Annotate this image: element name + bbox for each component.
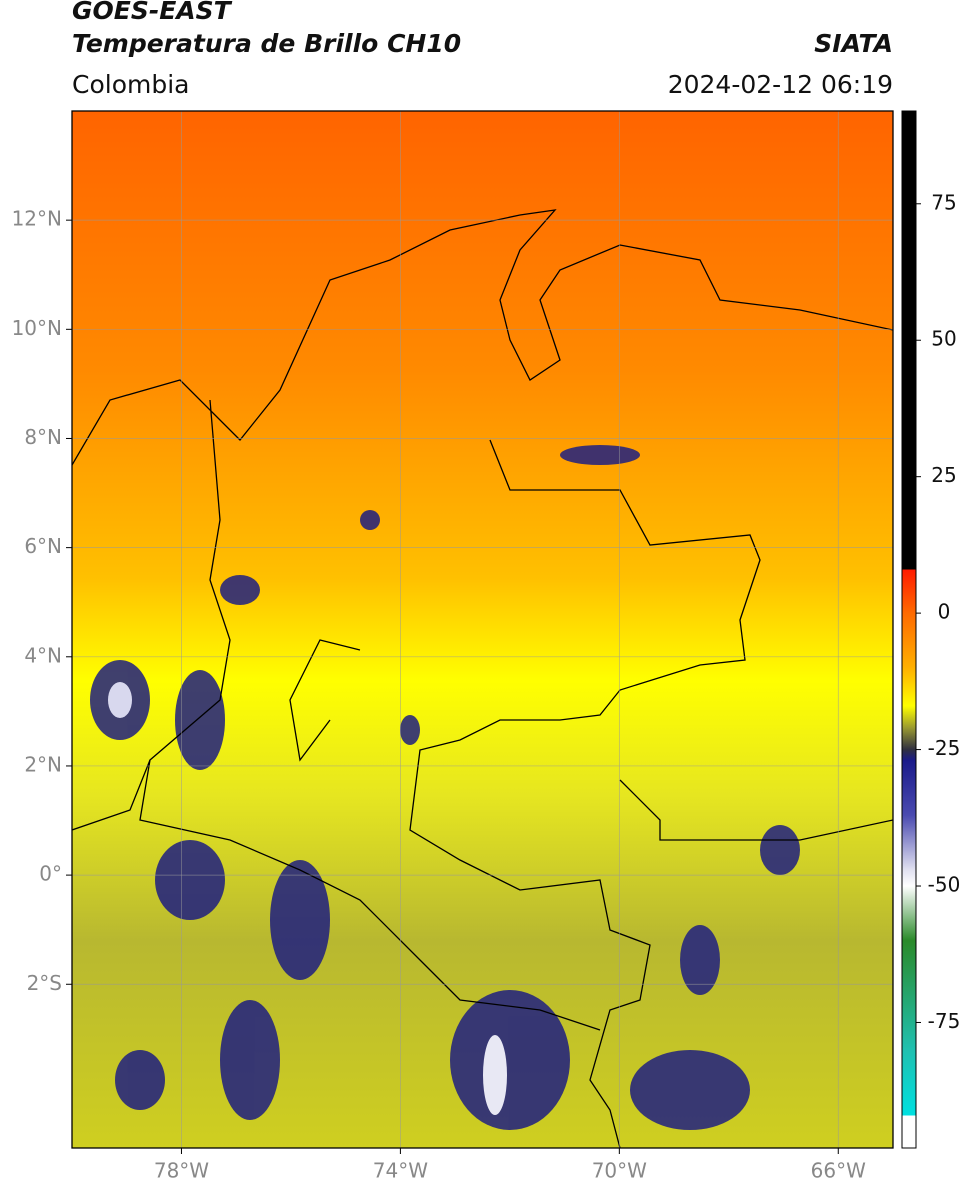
y-tick-label: 2°N — [24, 752, 62, 776]
x-tick-label: 74°W — [373, 1159, 428, 1183]
map-frame — [71, 110, 894, 1149]
y-tick-label: 10°N — [12, 316, 62, 340]
colorbar-tick-label: 50 — [931, 327, 956, 351]
colorbar-tick-label: 25 — [931, 463, 956, 487]
title: GOES-EAST — [72, 0, 233, 25]
y-tick-label: 12°N — [12, 207, 62, 231]
datetime: 2024-02-12 06:19 — [668, 70, 893, 99]
colorbar-tick-label: 0 — [938, 600, 951, 624]
x-tick-label: 78°W — [154, 1159, 209, 1183]
source: SIATA — [814, 29, 893, 58]
y-tick-label: 2°S — [27, 971, 62, 995]
x-tick-label: 70°W — [592, 1159, 647, 1183]
colorbar-tick-label: -75 — [928, 1009, 961, 1033]
y-tick-label: 6°N — [24, 534, 62, 558]
region: Colombia — [72, 70, 189, 99]
subtitle: Temperatura de Brillo CH10 — [72, 29, 461, 58]
y-tick-label: 4°N — [24, 643, 62, 667]
y-tick-label: 8°N — [24, 425, 62, 449]
map-image — [72, 111, 893, 1148]
colorbar-tick-label: -25 — [928, 736, 961, 760]
colorbar-tick-label: 75 — [931, 190, 956, 214]
colorbar — [901, 110, 917, 1149]
colorbar-tick-label: -50 — [928, 873, 961, 897]
y-tick-label: 0° — [39, 862, 62, 886]
x-tick-label: 66°W — [811, 1159, 866, 1183]
